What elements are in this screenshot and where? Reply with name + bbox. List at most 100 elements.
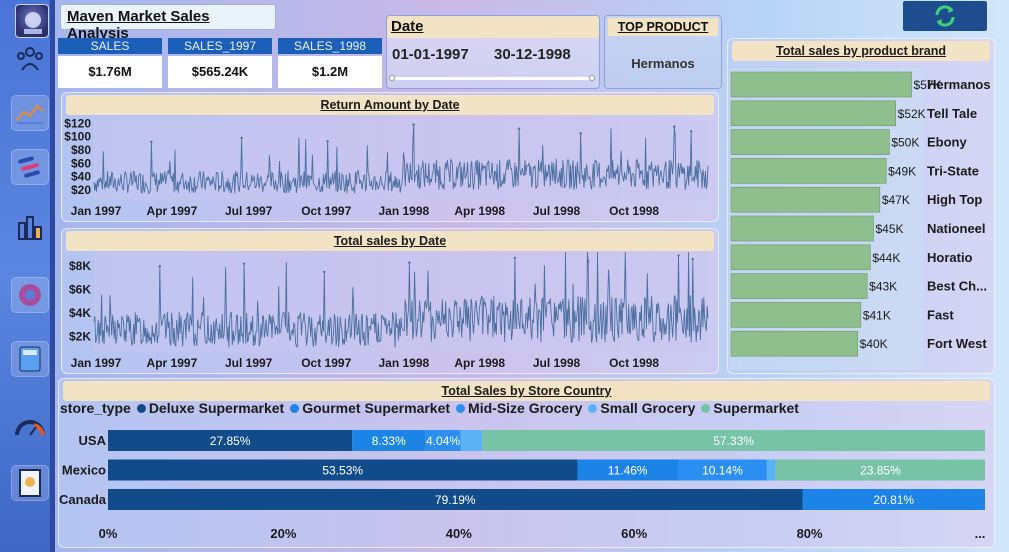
legend-label: Deluxe Supermarket bbox=[148, 400, 285, 416]
refresh-icon bbox=[935, 5, 955, 27]
brand-bar bbox=[730, 215, 874, 242]
legend-title: store_type bbox=[60, 400, 131, 416]
x-tick-label: Jul 1998 bbox=[533, 356, 581, 370]
category-label: Tri-State bbox=[927, 163, 979, 178]
category-label: Horatio bbox=[927, 250, 973, 265]
line-chart-icon[interactable] bbox=[12, 96, 48, 130]
stack-segment bbox=[482, 430, 985, 451]
legend-item-deluxe[interactable]: Deluxe Supermarket bbox=[136, 400, 285, 416]
y-tick-label: $120 bbox=[64, 116, 91, 130]
peak-point bbox=[240, 136, 243, 140]
top-product-title: TOP PRODUCT bbox=[608, 18, 718, 36]
segment-label: 10.14% bbox=[702, 464, 743, 478]
y-tick-label: $100 bbox=[64, 130, 91, 144]
x-tick-label: Jan 1998 bbox=[378, 204, 429, 218]
legend-dot bbox=[456, 403, 466, 413]
kpi-label: SALES_1998 bbox=[278, 38, 382, 54]
brand-bar bbox=[730, 302, 862, 328]
segment-label: 27.85% bbox=[210, 434, 251, 448]
peak-point bbox=[412, 123, 415, 126]
category-label: USA bbox=[79, 433, 107, 448]
chart-title: Return Amount by Date bbox=[66, 95, 714, 115]
store-country-chart: USA 27.85% 8.33% 4.04% 57.33% Mexico 53.53% 11.… bbox=[59, 430, 985, 541]
brand-bar bbox=[730, 129, 890, 155]
layers-icon[interactable] bbox=[12, 150, 48, 184]
bar-value-label: $47K bbox=[882, 193, 910, 207]
brand-bar bbox=[730, 158, 887, 184]
legend-dot bbox=[136, 403, 146, 413]
category-label: Nationeel bbox=[927, 221, 986, 236]
category-label: Hermanos bbox=[927, 77, 991, 92]
slider-end-handle[interactable] bbox=[589, 75, 595, 81]
gauge-icon[interactable] bbox=[12, 410, 48, 444]
bar-value-label: $43K bbox=[869, 280, 897, 294]
calculator-icon[interactable] bbox=[12, 342, 48, 376]
y-tick-label: $6K bbox=[69, 283, 91, 297]
x-tick-label: Oct 1998 bbox=[609, 204, 659, 218]
stack-segment bbox=[802, 489, 985, 510]
segment-label: 79.19% bbox=[435, 493, 476, 507]
legend-item-small[interactable]: Small Grocery bbox=[588, 400, 695, 416]
kpi-value: $1.2M bbox=[278, 56, 382, 88]
peak-point bbox=[691, 257, 695, 261]
category-label: High Top bbox=[927, 192, 982, 207]
report-icon[interactable] bbox=[12, 466, 48, 500]
peak-point bbox=[517, 127, 521, 130]
brand-bar bbox=[730, 330, 858, 357]
x-tick-label: 60% bbox=[621, 526, 647, 541]
peak-point bbox=[677, 254, 680, 257]
stack-segment bbox=[577, 459, 678, 481]
bar-value-label: $40K bbox=[860, 337, 888, 351]
date-range-slider[interactable] bbox=[389, 75, 595, 81]
y-tick-label: $60 bbox=[71, 156, 91, 170]
y-tick-label: $80 bbox=[71, 143, 91, 157]
bar-value-label: $45K bbox=[876, 222, 904, 236]
segment-label: 53.53% bbox=[322, 464, 363, 478]
store-type-legend: store_type Deluxe Supermarket Gourmet Su… bbox=[60, 400, 799, 416]
return-amount-chart: $20$40$60$80$100$120 Jan 1997 Apr 1997 Jul … bbox=[64, 116, 709, 218]
x-tick-label: Apr 1997 bbox=[147, 204, 198, 218]
kpi-sales: SALES $1.76M bbox=[58, 38, 162, 90]
legend-item-supermarket[interactable]: Supermarket bbox=[701, 400, 799, 416]
stack-segment bbox=[108, 430, 353, 451]
date-start-input[interactable]: 01-01-1997 bbox=[392, 46, 469, 63]
y-tick-label: $4K bbox=[69, 306, 91, 320]
kpi-label: SALES bbox=[58, 38, 162, 54]
series-line bbox=[93, 124, 709, 195]
date-end-input[interactable]: 30-12-1998 bbox=[494, 46, 571, 63]
stack-segment bbox=[108, 459, 578, 481]
x-tick-label: Jan 1997 bbox=[71, 356, 122, 370]
category-label: Fast bbox=[927, 307, 954, 322]
bar-value-label: $44K bbox=[872, 251, 900, 265]
peak-point bbox=[323, 270, 326, 274]
team-icon[interactable] bbox=[12, 42, 48, 76]
x-tick-label: Jul 1997 bbox=[225, 356, 273, 370]
legend-label: Gourmet Supermarket bbox=[302, 400, 451, 416]
peak-point bbox=[158, 264, 161, 268]
bar-value-label: $50K bbox=[891, 136, 919, 150]
x-tick-label: 40% bbox=[446, 526, 472, 541]
bar-chart-icon[interactable] bbox=[12, 210, 48, 244]
series-line bbox=[93, 251, 709, 348]
peak-point bbox=[513, 256, 517, 260]
legend-item-midsize[interactable]: Mid-Size Grocery bbox=[456, 400, 582, 416]
logo-icon bbox=[15, 4, 49, 38]
segment-label: 23.85% bbox=[860, 464, 901, 478]
sidebar-divider bbox=[50, 0, 55, 552]
date-filter[interactable]: Date 01-01-1997 30-12-1998 bbox=[386, 15, 600, 89]
refresh-button[interactable] bbox=[903, 1, 987, 31]
legend-item-gourmet[interactable]: Gourmet Supermarket bbox=[290, 400, 450, 416]
slider-start-handle[interactable] bbox=[389, 75, 395, 81]
brand-bar bbox=[730, 273, 868, 299]
camera-icon[interactable] bbox=[12, 278, 48, 312]
peak-point bbox=[242, 262, 246, 265]
peak-point bbox=[587, 260, 590, 263]
category-label: Mexico bbox=[62, 463, 106, 478]
category-label: Ebony bbox=[927, 135, 967, 150]
x-tick-label: Apr 1997 bbox=[147, 356, 198, 370]
date-filter-title: Date bbox=[387, 16, 599, 38]
brand-bar bbox=[730, 244, 871, 271]
bar-value-label: $41K bbox=[863, 308, 891, 322]
chart-title: Total Sales by Store Country bbox=[63, 381, 990, 401]
